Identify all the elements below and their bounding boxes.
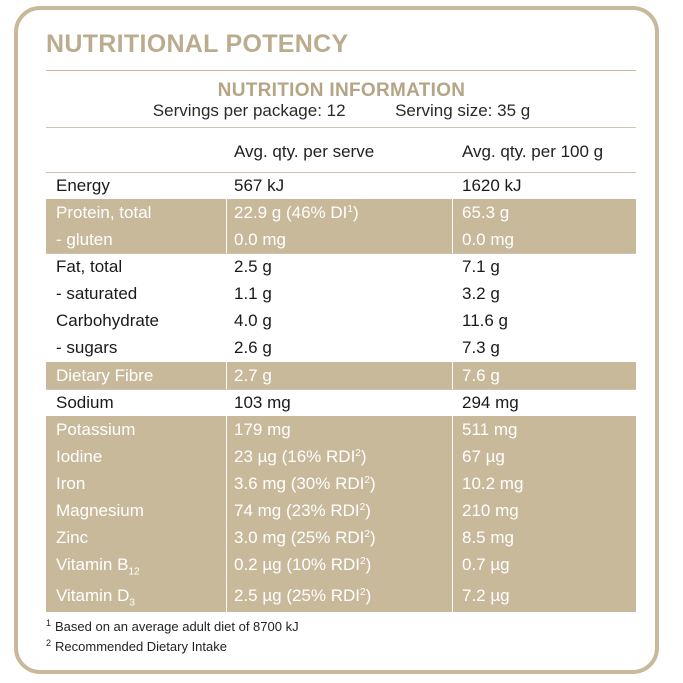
per-100g-value: 294 mg xyxy=(462,393,519,412)
footnote-2: 2 Recommended Dietary Intake xyxy=(46,638,227,654)
table-row: - sugars 2.6 g 7.3 g xyxy=(0,334,683,361)
nutrient-name: Carbohydrate xyxy=(56,311,160,330)
header-rule xyxy=(46,127,636,128)
per-serve-value: 103 mg xyxy=(234,393,291,412)
panel-title: NUTRITION INFORMATION xyxy=(217,80,466,101)
column-header-rule xyxy=(46,172,636,173)
table-row: - gluten 0.0 mg 0.0 mg xyxy=(0,226,683,253)
per-serve-value: 1.1 g xyxy=(234,284,272,303)
per-100g-value: 8.5 mg xyxy=(462,528,514,547)
per-serve-value: 567 kJ xyxy=(234,176,285,195)
per-100g-value: 7.3 g xyxy=(462,338,500,357)
table-row: Potassium 179 mg 511 mg xyxy=(0,416,683,443)
nutrient-name: Iron xyxy=(56,474,86,493)
serving-size-value: 35 g xyxy=(497,101,531,120)
nutrient-name: Dietary Fibre xyxy=(56,366,154,385)
nutrient-name: - sugars xyxy=(56,338,118,357)
servings-per-package-value: 12 xyxy=(326,101,346,120)
per-100g-value: 7.6 g xyxy=(462,366,500,385)
per-100g-value: 10.2 mg xyxy=(462,474,524,493)
per-serve-value: 2.5 µg (25% RDI2) xyxy=(234,586,372,605)
table-row: Magnesium 74 mg (23% RDI2) 210 mg xyxy=(0,497,683,524)
column-header-per-100g: Avg. qty. per 100 g xyxy=(462,142,604,161)
band-fibre xyxy=(46,362,636,389)
band-minerals xyxy=(46,416,636,612)
table-row: Carbohydrate 4.0 g 11.6 g xyxy=(0,307,683,334)
nutrient-name: - saturated xyxy=(56,284,138,303)
per-100g-value: 3.2 g xyxy=(462,284,500,303)
per-serve-value: 3.0 mg (25% RDI2) xyxy=(234,528,376,547)
nutrient-name: Sodium xyxy=(56,393,114,412)
table-row: Protein, total 22.9 g (46% DI1) 65.3 g xyxy=(0,199,683,226)
table-row: Energy 567 kJ 1620 kJ xyxy=(0,172,683,199)
table-row: Zinc 3.0 mg (25% RDI2) 8.5 mg xyxy=(0,524,683,551)
servings-line: Servings per package: 12 Serving size: 3… xyxy=(0,101,683,121)
per-serve-value: 22.9 g (46% DI1) xyxy=(234,203,359,222)
nutrient-name: Zinc xyxy=(56,528,89,547)
table-row: Sodium 103 mg 294 mg xyxy=(0,389,683,416)
per-100g-value: 65.3 g xyxy=(462,203,510,222)
table-row: Vitamin B12 0.2 µg (10% RDI2) 0.7 µg xyxy=(0,551,683,578)
per-100g-value: 0.7 µg xyxy=(462,555,510,574)
title-divider xyxy=(46,70,636,71)
per-serve-value: 0.2 µg (10% RDI2) xyxy=(234,555,372,574)
per-serve-value: 74 mg (23% RDI2) xyxy=(234,501,371,520)
nutrient-name: Vitamin D3 xyxy=(56,586,135,609)
per-100g-value: 11.6 g xyxy=(462,311,509,330)
per-100g-value: 210 mg xyxy=(462,501,519,520)
band-protein xyxy=(46,199,636,253)
servings-per-package-label: Servings per package: xyxy=(152,101,322,120)
footnote-text: Recommended Dietary Intake xyxy=(55,639,227,654)
nutrient-name: Potassium xyxy=(56,420,136,439)
per-serve-value: 0.0 mg xyxy=(234,230,286,249)
footnote-text: Based on an average adult diet of 8700 k… xyxy=(55,619,299,634)
per-100g-value: 0.0 mg xyxy=(462,230,514,249)
nutrient-name: Iodine xyxy=(56,447,103,466)
serving-size-label: Serving size: xyxy=(395,101,493,120)
nutrient-name: Energy xyxy=(56,176,110,195)
column-header-per-serve: Avg. qty. per serve xyxy=(234,142,375,161)
nutrient-name: Vitamin B12 xyxy=(56,555,140,578)
per-serve-value: 23 µg (16% RDI2) xyxy=(234,447,367,466)
per-serve-value: 179 mg xyxy=(234,420,291,439)
table-row: Vitamin D3 2.5 µg (25% RDI2) 7.2 µg xyxy=(0,582,683,609)
footnote-mark: 1 xyxy=(46,618,52,628)
nutrient-name: Magnesium xyxy=(56,501,144,520)
footnote-mark: 2 xyxy=(46,638,52,648)
table-row: Fat, total 2.5 g 7.1 g xyxy=(0,253,683,280)
table-row: Iodine 23 µg (16% RDI2) 67 µg xyxy=(0,443,683,470)
table-row: Iron 3.6 mg (30% RDI2) 10.2 mg xyxy=(0,470,683,497)
per-serve-value: 2.5 g xyxy=(234,257,272,276)
per-serve-value: 4.0 g xyxy=(234,311,272,330)
per-100g-value: 7.2 µg xyxy=(462,586,510,605)
table-row: - saturated 1.1 g 3.2 g xyxy=(0,280,683,307)
footnote-1: 1 Based on an average adult diet of 8700 … xyxy=(46,618,299,634)
nutrient-name: - gluten xyxy=(56,230,113,249)
per-100g-value: 67 µg xyxy=(462,447,505,466)
per-serve-value: 3.6 mg (30% RDI2) xyxy=(234,474,376,493)
nutrient-name: Fat, total xyxy=(56,257,123,276)
per-100g-value: 7.1 g xyxy=(462,257,500,276)
table-row: Dietary Fibre 2.7 g 7.6 g xyxy=(0,362,683,389)
per-100g-value: 1620 kJ xyxy=(462,176,522,195)
per-100g-value: 511 mg xyxy=(462,420,518,439)
per-serve-value: 2.7 g xyxy=(234,366,272,385)
per-serve-value: 2.6 g xyxy=(234,338,272,357)
main-title: NUTRITIONAL POTENCY xyxy=(46,30,349,58)
nutrient-name: Protein, total xyxy=(56,203,152,222)
